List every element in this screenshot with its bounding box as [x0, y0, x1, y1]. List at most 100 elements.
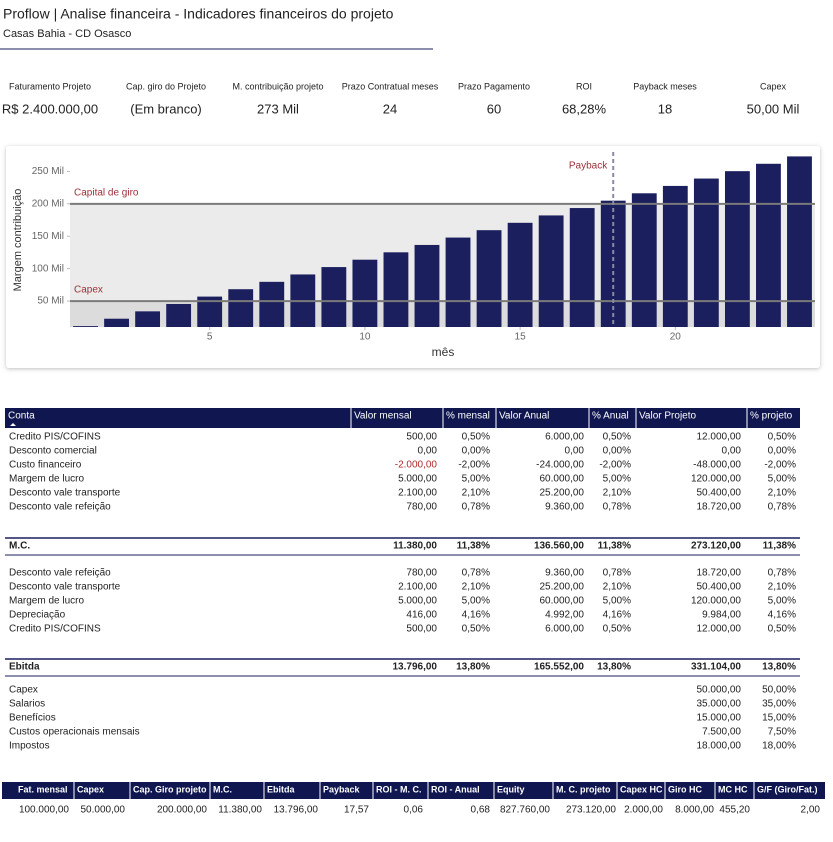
table-cell: -2,00% [458, 460, 490, 471]
bar [631, 193, 657, 327]
bar [352, 259, 378, 327]
bar [228, 289, 254, 327]
table-cell: 5,00% [603, 596, 631, 607]
table-cell: 331.104,00 [691, 662, 741, 673]
table-cell: 60.000,00 [540, 474, 585, 485]
table-cell: 18,00% [762, 741, 796, 752]
table-cell: 0,78% [603, 502, 631, 513]
table-cell: 9.360,00 [545, 502, 584, 513]
table-cell: 18.720,00 [697, 502, 742, 513]
kpi-label: M. contribuição projeto [232, 81, 323, 91]
table-header: % projeto [750, 411, 793, 422]
table-cell: 11,38% [598, 541, 631, 552]
table-cell: Desconto vale refeição [9, 502, 111, 513]
table-cell: 50.000,00 [697, 685, 742, 696]
table-cell: 0,50% [603, 432, 631, 443]
summary-header: Giro HC [668, 784, 703, 794]
bar [104, 318, 129, 327]
table-cell: Depreciação [9, 610, 66, 621]
table-cell: 12.000,00 [697, 624, 742, 635]
table-cell: 0,50% [462, 624, 490, 635]
table-cell: 4,16% [768, 610, 796, 621]
table-cell: 5.000,00 [398, 474, 437, 485]
reference-label: Capital de giro [74, 187, 139, 198]
kpi-label: Prazo Pagamento [458, 81, 530, 91]
summary-cell: 17,57 [344, 805, 369, 816]
table-cell: 13,80% [597, 662, 631, 673]
summary-header: Capex HC [620, 784, 663, 794]
table-cell: 11,38% [763, 541, 796, 552]
table-cell: 5,00% [462, 474, 490, 485]
table-cell: 0,00 [418, 446, 438, 457]
bar [756, 163, 781, 327]
kpi-label: Cap. giro do Projeto [126, 81, 206, 91]
table-cell: 273.120,00 [691, 541, 741, 552]
bar [414, 244, 440, 327]
bar [166, 303, 192, 327]
table-header: % Anual [592, 411, 629, 422]
y-axis-title: Margem contribuição [12, 189, 24, 292]
reference-label: Payback [569, 161, 608, 172]
table-cell: -48.000,00 [693, 460, 741, 471]
y-tick-label: 250 Mil [32, 166, 64, 177]
table-cell: Desconto vale refeição [9, 568, 111, 579]
bar [259, 281, 285, 327]
table-cell: 0,78% [603, 568, 631, 579]
band-capex [70, 301, 815, 327]
table-cell: 35.000,00 [697, 699, 742, 710]
summary-cell: 2,00 [801, 805, 821, 816]
table-cell: Benefícios [9, 713, 56, 724]
summary-header: M.C. [213, 784, 232, 794]
x-tick-label: 20 [670, 332, 682, 343]
table-cell: 18.000,00 [697, 741, 742, 752]
table-cell: 15.000,00 [697, 713, 742, 724]
table-cell: 13,80% [762, 662, 796, 673]
y-tick-label: 200 Mil [32, 198, 64, 209]
table-cell: 120.000,00 [691, 596, 741, 607]
summary-header-bg [2, 782, 825, 799]
table-cell: -2,00% [599, 460, 631, 471]
table-cell: Salarios [9, 699, 45, 710]
table-cell: 25.200,00 [540, 582, 585, 593]
table-cell: 11.380,00 [393, 541, 437, 552]
sort-icon [10, 423, 16, 426]
summary-cell: 100.000,00 [19, 805, 69, 816]
table-header-bg [5, 408, 800, 428]
x-tick-label: 5 [207, 332, 213, 343]
table-cell: 5,00% [768, 474, 796, 485]
bar [135, 311, 161, 327]
summary-cell: 13.796,00 [274, 805, 319, 816]
bar [383, 252, 409, 327]
table-cell: 4,16% [462, 610, 490, 621]
y-tick-label: 50 Mil [37, 296, 64, 307]
table-cell: 165.552,00 [534, 662, 584, 673]
kpi-value: 50,00 Mil [747, 101, 800, 116]
table-cell: 5.000,00 [398, 596, 437, 607]
table-cell: -24.000,00 [536, 460, 584, 471]
summary-header: Cap. Giro projeto [133, 784, 207, 794]
table-cell: 0,78% [462, 568, 490, 579]
table-cell: 0,50% [768, 624, 796, 635]
summary-header: ROI - Anual [431, 784, 480, 794]
x-tick-label: 15 [515, 332, 527, 343]
x-axis-title: mês [432, 345, 455, 359]
bar [73, 326, 98, 327]
summary-cell: 0,06 [404, 805, 424, 816]
table-cell: Ebitda [9, 662, 40, 673]
bar [600, 200, 626, 327]
chart: 50 Mil 100 Mil 150 Mil 200 Mil 250 Mil 5 10 15 2… [12, 152, 815, 359]
summary-header: Payback [323, 784, 361, 794]
table-cell: 0,78% [462, 502, 490, 513]
table-cell: Capex [9, 685, 38, 696]
table-cell: 12.000,00 [697, 432, 742, 443]
y-tick-label: 100 Mil [32, 263, 64, 274]
table-cell: 50.400,00 [697, 488, 742, 499]
table-cell: 2,10% [603, 488, 631, 499]
table-cell: M.C. [9, 541, 30, 552]
kpi-value: 24 [383, 101, 397, 116]
table-header: Conta [8, 411, 35, 422]
kpi-label: ROI [576, 81, 592, 91]
table-cell: -2,00% [764, 460, 796, 471]
kpi-value: 273 Mil [257, 101, 299, 116]
table-cell: 7.500,00 [702, 727, 741, 738]
